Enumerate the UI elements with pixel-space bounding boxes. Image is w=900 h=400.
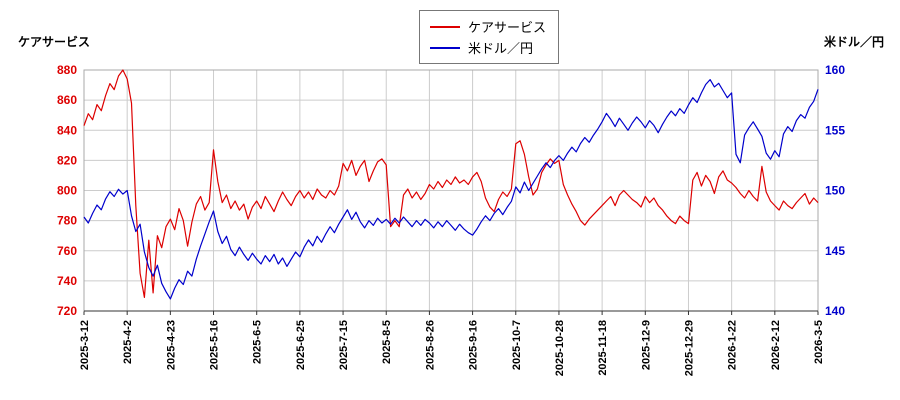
y-left-tick-label: 860: [57, 93, 77, 107]
y-left-tick-label: 840: [57, 123, 77, 137]
y-left-tick-label: 720: [57, 304, 77, 318]
legend-swatch-care-service: [430, 25, 460, 28]
legend-item-care-service: ケアサービス: [430, 16, 546, 37]
x-tick-label: 2025-8-5: [381, 320, 393, 364]
y-left-tick-label: 880: [57, 63, 77, 77]
series-line-care-service: [83, 69, 819, 298]
x-tick-label: 2025-12-29: [683, 320, 695, 376]
legend-label-care-service: ケアサービス: [468, 20, 547, 35]
x-tick-label: 2025-12-9: [640, 320, 652, 370]
y-right-tick-label: 150: [825, 184, 845, 198]
x-tick-label: 2025-10-7: [511, 320, 523, 370]
x-tick-label: 2025-7-15: [338, 320, 350, 370]
y-left-tick-label: 820: [57, 153, 77, 167]
left-axis-title: ケアサービス: [18, 35, 91, 49]
legend-swatch-usdjpy: [430, 46, 460, 49]
x-tick-label: 2026-2-12: [770, 320, 782, 370]
legend-label-usdjpy: 米ドル／円: [468, 41, 534, 56]
x-tick-label: 2026-3-5: [813, 320, 825, 364]
y-right-tick-label: 160: [825, 63, 845, 77]
x-tick-label: 2025-3-12: [79, 320, 91, 370]
y-left-tick-label: 800: [57, 184, 77, 198]
y-left-tick-label: 780: [57, 214, 77, 228]
legend: ケアサービス 米ドル／円: [419, 10, 560, 64]
y-right-tick-label: 145: [825, 244, 845, 258]
y-left-tick-label: 760: [57, 244, 77, 258]
right-axis-title: 米ドル／円: [823, 35, 884, 49]
y-left-tick-label: 740: [57, 274, 77, 288]
x-tick-label: 2025-10-28: [554, 320, 566, 376]
y-right-tick-label: 140: [825, 304, 845, 318]
x-tick-label: 2025-6-25: [295, 320, 307, 370]
x-tick-label: 2025-6-5: [252, 320, 264, 364]
x-tick-label: 2025-9-16: [468, 320, 480, 370]
x-tick-label: 2025-4-23: [165, 320, 177, 370]
x-tick-label: 2025-4-2: [122, 320, 134, 364]
x-tick-label: 2025-8-26: [424, 320, 436, 370]
x-tick-label: 2025-11-18: [597, 320, 609, 376]
series-line-usdjpy: [83, 78, 819, 300]
legend-item-usdjpy: 米ドル／円: [430, 37, 546, 58]
x-tick-label: 2026-1-22: [727, 320, 739, 370]
x-tick-label: 2025-5-16: [209, 320, 221, 370]
y-right-tick-label: 155: [825, 123, 845, 137]
